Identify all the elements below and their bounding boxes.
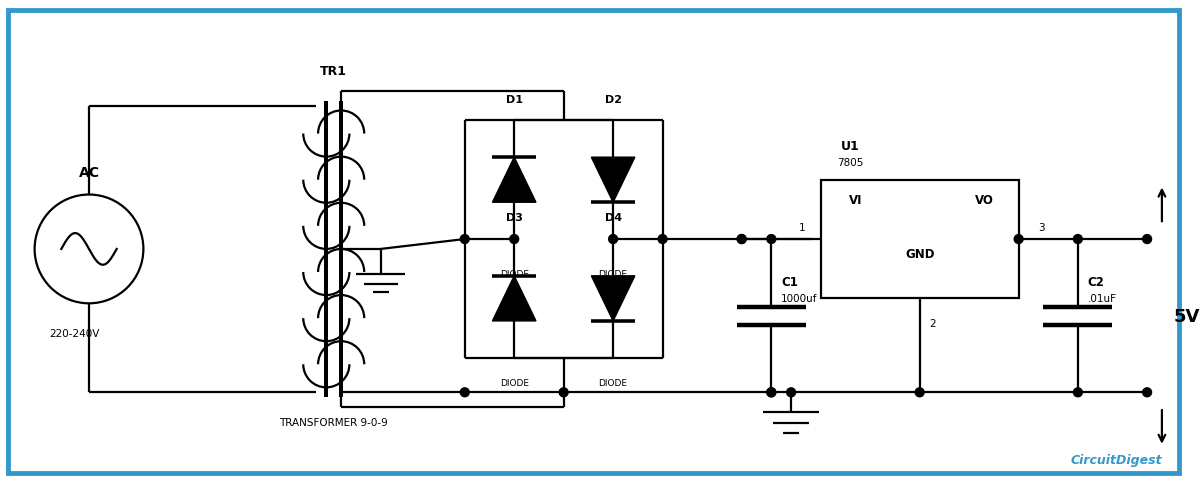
Polygon shape bbox=[492, 158, 536, 203]
Polygon shape bbox=[492, 276, 536, 321]
Text: DIODE: DIODE bbox=[599, 378, 628, 387]
Text: .01uF: .01uF bbox=[1087, 293, 1117, 303]
Text: 3: 3 bbox=[1038, 223, 1045, 233]
FancyBboxPatch shape bbox=[8, 11, 1178, 473]
Circle shape bbox=[461, 388, 469, 397]
Circle shape bbox=[1014, 235, 1024, 244]
Circle shape bbox=[608, 235, 618, 244]
Circle shape bbox=[1142, 388, 1152, 397]
Text: 1000uf: 1000uf bbox=[781, 293, 817, 303]
Circle shape bbox=[787, 388, 796, 397]
Circle shape bbox=[559, 388, 568, 397]
Circle shape bbox=[767, 388, 775, 397]
Text: VI: VI bbox=[848, 194, 862, 207]
Text: U1: U1 bbox=[841, 139, 859, 152]
Text: TRANSFORMER 9-0-9: TRANSFORMER 9-0-9 bbox=[280, 417, 388, 427]
Circle shape bbox=[1074, 388, 1082, 397]
Text: 2: 2 bbox=[930, 318, 936, 329]
Text: CircuitDigest: CircuitDigest bbox=[1070, 453, 1162, 466]
Circle shape bbox=[767, 388, 775, 397]
Text: C1: C1 bbox=[781, 275, 798, 288]
Circle shape bbox=[510, 294, 518, 303]
Text: GND: GND bbox=[905, 248, 935, 261]
Circle shape bbox=[916, 388, 924, 397]
Text: DIODE: DIODE bbox=[599, 270, 628, 279]
Text: D4: D4 bbox=[605, 213, 622, 223]
Text: 5V: 5V bbox=[1174, 307, 1200, 325]
Text: 1: 1 bbox=[799, 223, 806, 233]
Circle shape bbox=[767, 235, 775, 244]
Text: D1: D1 bbox=[505, 94, 523, 105]
Circle shape bbox=[510, 235, 518, 244]
Circle shape bbox=[1074, 235, 1082, 244]
Text: D2: D2 bbox=[605, 94, 622, 105]
Text: D3: D3 bbox=[505, 213, 523, 223]
Circle shape bbox=[461, 235, 469, 244]
Circle shape bbox=[658, 235, 667, 244]
Circle shape bbox=[737, 235, 746, 244]
Bar bbox=[821, 181, 1019, 299]
Text: DIODE: DIODE bbox=[499, 270, 529, 279]
Text: 7805: 7805 bbox=[838, 158, 864, 167]
Polygon shape bbox=[592, 158, 635, 203]
Polygon shape bbox=[592, 276, 635, 321]
Text: DIODE: DIODE bbox=[499, 378, 529, 387]
Text: 220-240V: 220-240V bbox=[49, 328, 100, 338]
Circle shape bbox=[1142, 235, 1152, 244]
Text: VO: VO bbox=[974, 194, 994, 207]
Text: C2: C2 bbox=[1087, 275, 1105, 288]
Text: AC: AC bbox=[78, 166, 100, 180]
Text: TR1: TR1 bbox=[320, 65, 347, 78]
Circle shape bbox=[737, 235, 746, 244]
